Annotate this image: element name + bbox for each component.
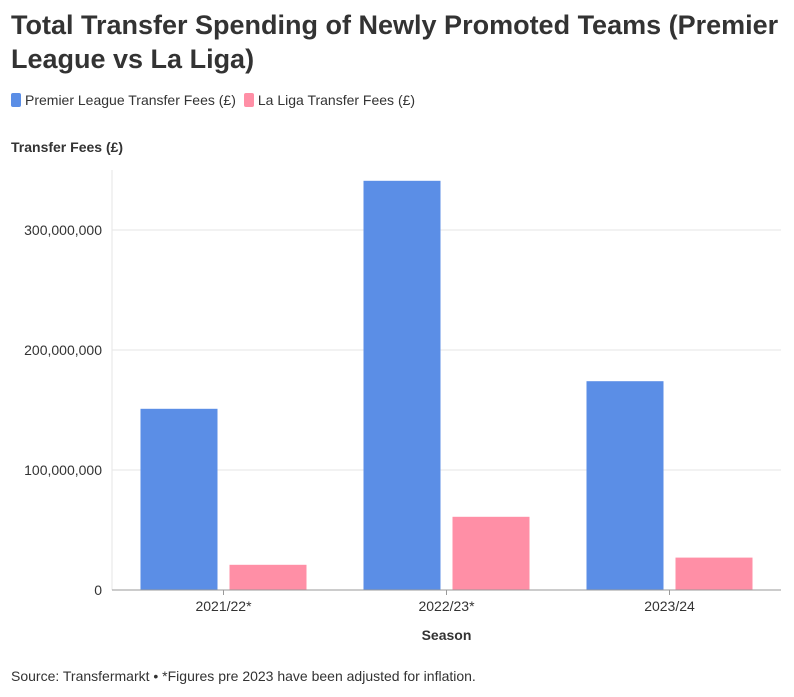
bar xyxy=(229,564,307,590)
legend-swatch-premier-league xyxy=(11,93,21,107)
bar xyxy=(140,408,218,590)
x-tick-label: 2022/23* xyxy=(418,598,475,614)
legend-label-premier-league: Premier League Transfer Fees (£) xyxy=(25,92,236,108)
y-tick-label: 100,000,000 xyxy=(24,462,102,478)
legend-label-la-liga: La Liga Transfer Fees (£) xyxy=(257,92,416,108)
x-axis-title: Season xyxy=(422,627,472,643)
legend-swatch-la-liga xyxy=(243,93,254,107)
legend-item-la-liga[interactable]: La Liga Transfer Fees (£) xyxy=(243,92,416,108)
y-axis-title: Transfer Fees (£) xyxy=(11,139,124,155)
y-tick-label: 300,000,000 xyxy=(24,222,102,238)
legend-item-premier-league[interactable]: Premier League Transfer Fees (£) xyxy=(11,92,236,108)
legend: Premier League Transfer Fees (£) La Liga… xyxy=(11,92,423,108)
x-tick-label: 2023/24 xyxy=(644,598,695,614)
bar xyxy=(452,516,530,590)
bar xyxy=(363,180,441,591)
chart-title: Total Transfer Spending of Newly Promote… xyxy=(11,10,779,74)
x-tick-label: 2021/22* xyxy=(195,598,252,614)
source-note: Source: Transfermarkt • *Figures pre 202… xyxy=(11,668,476,684)
bar xyxy=(586,381,664,590)
y-tick-label: 200,000,000 xyxy=(24,342,102,358)
y-tick-label: 0 xyxy=(94,582,102,598)
bar xyxy=(675,557,753,590)
